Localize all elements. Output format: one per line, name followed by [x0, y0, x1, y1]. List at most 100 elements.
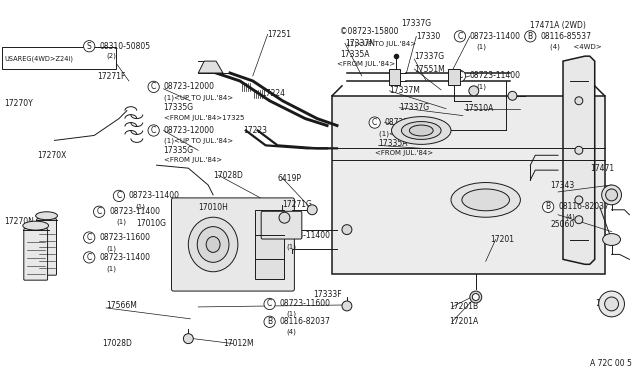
Text: C: C [86, 233, 92, 242]
Bar [448, 69, 460, 85]
Ellipse shape [206, 237, 220, 253]
Circle shape [279, 212, 290, 223]
Text: 17471: 17471 [590, 164, 614, 173]
Text: 17337G: 17337G [414, 52, 444, 61]
Text: 17335G: 17335G [164, 103, 194, 112]
Text: 08116-85537: 08116-85537 [540, 32, 591, 41]
Text: 08723-12000: 08723-12000 [164, 126, 214, 135]
Ellipse shape [36, 212, 58, 220]
Text: 17335A: 17335A [379, 139, 408, 148]
Text: 17270X: 17270X [38, 151, 67, 160]
Text: 08723-11400: 08723-11400 [109, 207, 160, 216]
Text: (1)<UP TO JUL.'84>: (1)<UP TO JUL.'84> [164, 137, 233, 144]
Text: 17223: 17223 [243, 126, 267, 135]
Ellipse shape [392, 116, 451, 144]
Text: 08723-11600: 08723-11600 [280, 299, 330, 308]
Text: C: C [116, 192, 122, 201]
Text: 17333F: 17333F [313, 289, 342, 299]
Circle shape [575, 146, 583, 154]
Text: 17251: 17251 [268, 30, 292, 39]
Text: (1): (1) [477, 84, 487, 90]
Text: <FROM JUL.'84>: <FROM JUL.'84> [164, 157, 221, 163]
Text: 08723-11600: 08723-11600 [99, 233, 150, 242]
Polygon shape [563, 56, 595, 264]
Circle shape [602, 185, 621, 205]
Text: 08723-11400: 08723-11400 [129, 192, 180, 201]
Text: 17343: 17343 [550, 180, 574, 189]
Text: 17337N: 17337N [345, 39, 375, 48]
Circle shape [605, 297, 618, 311]
Text: C: C [372, 118, 378, 127]
Text: 17012M: 17012M [223, 339, 253, 348]
Text: 17270Y: 17270Y [4, 99, 33, 108]
Ellipse shape [451, 183, 520, 217]
Text: <FROM JUL.'84>: <FROM JUL.'84> [337, 61, 395, 67]
Text: (1): (1) [136, 203, 146, 210]
Text: (1)<UP TO JUL.'84>: (1)<UP TO JUL.'84> [347, 40, 416, 46]
FancyBboxPatch shape [24, 229, 47, 280]
Text: (1): (1) [287, 311, 296, 317]
Text: 17551M: 17551M [414, 64, 445, 74]
FancyBboxPatch shape [255, 210, 284, 279]
Text: C: C [458, 71, 463, 80]
Text: 08723-11400: 08723-11400 [280, 231, 330, 240]
Text: 08310-50805: 08310-50805 [99, 42, 150, 51]
Text: 17335A: 17335A [340, 50, 369, 59]
Text: 17330: 17330 [416, 32, 440, 41]
Text: (4): (4) [287, 328, 296, 335]
Ellipse shape [462, 189, 509, 211]
Text: 17510A: 17510A [464, 104, 493, 113]
Circle shape [469, 86, 479, 96]
Ellipse shape [410, 125, 433, 136]
Text: 6419P: 6419P [278, 174, 301, 183]
Text: 17342: 17342 [595, 299, 619, 308]
Text: 08723-11400: 08723-11400 [470, 71, 521, 80]
Text: 17201B: 17201B [449, 302, 478, 311]
Text: 17224: 17224 [262, 89, 285, 98]
Bar [2, 47, 116, 69]
Text: C: C [151, 82, 156, 92]
Ellipse shape [23, 221, 49, 230]
Ellipse shape [197, 227, 229, 262]
Circle shape [598, 291, 625, 317]
Text: B: B [528, 32, 533, 41]
Polygon shape [198, 61, 223, 73]
Text: 08723-11400: 08723-11400 [470, 32, 521, 41]
Text: 08116-82037: 08116-82037 [280, 317, 330, 326]
Text: B: B [545, 202, 550, 211]
Text: (4)      <4WD>: (4) <4WD> [550, 44, 602, 51]
Text: <FROM JUL.'84>: <FROM JUL.'84> [374, 150, 433, 156]
Text: (4): (4) [565, 214, 575, 220]
FancyBboxPatch shape [172, 198, 294, 291]
Circle shape [342, 225, 352, 235]
Text: 17270N: 17270N [4, 217, 34, 226]
Text: 17201A: 17201A [449, 317, 478, 326]
Circle shape [470, 291, 482, 303]
Text: 17271F: 17271F [97, 73, 125, 81]
Text: 17566M: 17566M [106, 301, 137, 311]
Text: (1): (1) [287, 243, 296, 250]
Text: C: C [458, 32, 463, 41]
Text: (2): (2) [106, 53, 116, 60]
Text: (1): (1) [106, 245, 116, 252]
Text: A 72C 00 5: A 72C 00 5 [590, 359, 632, 368]
Circle shape [575, 196, 583, 204]
Text: C: C [151, 126, 156, 135]
Text: <FROM JUL.'84>17325: <FROM JUL.'84>17325 [164, 115, 244, 121]
Text: B: B [267, 317, 272, 326]
Circle shape [508, 92, 517, 100]
Text: 17201: 17201 [491, 235, 515, 244]
Text: (1): (1) [477, 44, 487, 51]
Text: C: C [86, 253, 92, 262]
Text: (1)<UP TO JUL.'84>: (1)<UP TO JUL.'84> [379, 130, 448, 137]
FancyBboxPatch shape [332, 96, 605, 274]
Text: (1): (1) [116, 218, 126, 225]
Ellipse shape [401, 122, 441, 140]
Circle shape [472, 294, 479, 301]
Circle shape [575, 97, 583, 105]
Circle shape [184, 334, 193, 344]
Text: 17028D: 17028D [102, 339, 132, 348]
FancyBboxPatch shape [261, 211, 302, 239]
Text: 17337G: 17337G [401, 19, 431, 28]
Circle shape [605, 189, 618, 201]
